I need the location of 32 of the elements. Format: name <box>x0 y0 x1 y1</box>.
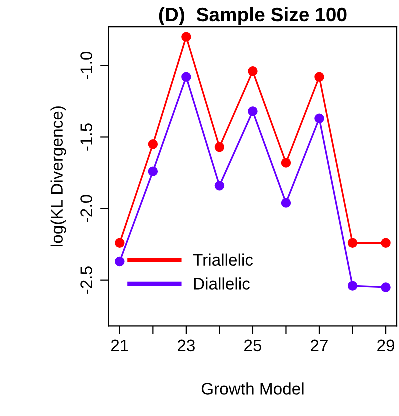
point <box>182 32 192 42</box>
y-axis-title: log(KL Divergence) <box>50 106 66 246</box>
x-tick-label: 23 <box>178 340 195 352</box>
x-axis-title: Growth Model <box>202 382 304 395</box>
point <box>115 256 125 267</box>
point <box>115 238 125 248</box>
point <box>348 281 358 291</box>
y-tick-label: -2.5 <box>80 266 92 294</box>
point <box>248 106 258 116</box>
point <box>314 72 324 82</box>
point <box>281 158 292 168</box>
point <box>381 282 391 292</box>
y-tick-label: -1.0 <box>80 52 92 80</box>
point <box>314 114 324 124</box>
x-tick-label: 29 <box>378 340 395 352</box>
point <box>281 198 292 208</box>
chart-title: (D) Sample Size 100 <box>159 7 347 26</box>
point <box>348 238 358 248</box>
point <box>248 66 258 76</box>
point <box>182 72 192 82</box>
y-tick-label: -1.5 <box>80 124 92 151</box>
x-tick-label: 21 <box>111 340 128 352</box>
legend-label: Diallelic <box>194 278 250 290</box>
point <box>381 238 391 248</box>
x-tick-label: 25 <box>244 340 262 352</box>
y-tick-label: -2.0 <box>80 195 92 222</box>
x-tick-label: 27 <box>311 340 328 352</box>
legend-label: Triallelic <box>193 254 254 266</box>
point <box>148 166 158 176</box>
point <box>214 181 225 191</box>
point <box>148 140 158 150</box>
point <box>214 142 225 152</box>
